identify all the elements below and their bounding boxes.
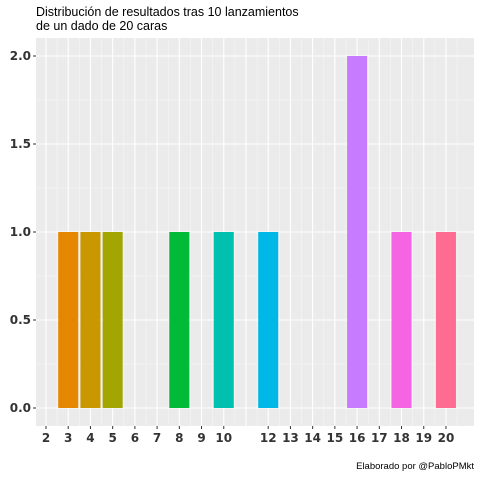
bar-5: [102, 232, 123, 408]
x-tick-label: 6: [131, 431, 139, 445]
x-tick-label: 9: [197, 431, 205, 445]
y-tick-label: 1.5: [10, 137, 31, 151]
x-tick-label: 5: [108, 431, 116, 445]
bar-18: [391, 232, 412, 408]
x-tick-label: 16: [349, 431, 366, 445]
x-tick-label: 17: [371, 431, 388, 445]
x-tick-label: 12: [260, 431, 277, 445]
bar-12: [258, 232, 279, 408]
x-tick-label: 19: [415, 431, 432, 445]
x-tick-label: 10: [215, 431, 232, 445]
x-axis: 2 3 4 5 6 7 8 9 10 12 13 14 15 16 17 18 19 20: [42, 426, 454, 445]
x-tick-label: 18: [393, 431, 410, 445]
bar-4: [80, 232, 101, 408]
bar-3: [58, 232, 79, 408]
x-tick-label: 14: [304, 431, 321, 445]
x-tick-label: 2: [42, 431, 50, 445]
chart-title-line-2: de un dado de 20 caras: [36, 19, 168, 33]
x-tick-label: 13: [282, 431, 299, 445]
bars: [58, 56, 456, 408]
y-tick-label: 0.0: [10, 401, 31, 415]
x-tick-label: 7: [153, 431, 161, 445]
bar-20: [435, 232, 456, 408]
y-tick-label: 0.5: [10, 313, 31, 327]
bar-8: [169, 232, 190, 408]
y-axis: 0.0 0.5 1.0 1.5 2.0: [10, 49, 36, 415]
x-tick-label: 15: [327, 431, 344, 445]
x-tick-label: 3: [64, 431, 72, 445]
x-tick-label: 8: [175, 431, 183, 445]
chart-title-line-1: Distribución de resultados tras 10 lanza…: [36, 5, 299, 19]
y-tick-label: 2.0: [10, 49, 31, 63]
y-tick-label: 1.0: [10, 225, 31, 239]
bar-16: [347, 56, 368, 408]
bar-10: [213, 232, 234, 408]
x-tick-label: 4: [86, 431, 94, 445]
chart-caption: Elaborado por @PabloPMkt: [356, 461, 474, 472]
x-tick-label: 20: [438, 431, 455, 445]
